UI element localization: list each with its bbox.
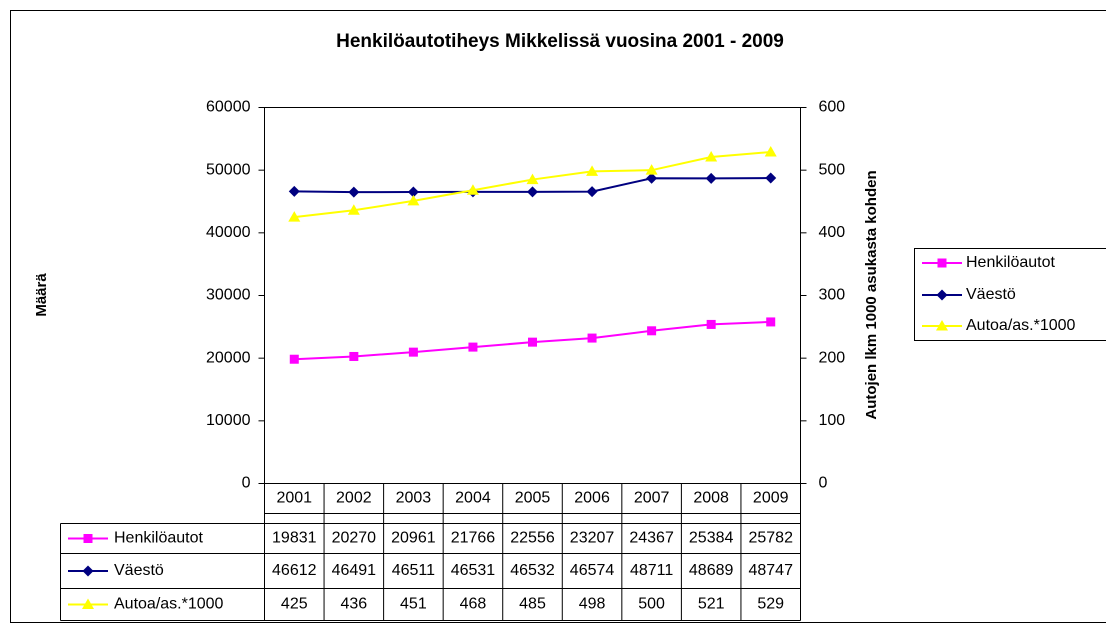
y2-tick-label: 400 xyxy=(819,224,846,241)
x-tick-label: 2005 xyxy=(515,490,551,507)
y2-tick-label: 100 xyxy=(819,412,846,429)
table-cell: 48689 xyxy=(689,562,734,579)
table-key-marker xyxy=(82,598,94,609)
table-cell: 468 xyxy=(460,596,487,613)
data-point xyxy=(289,354,299,364)
data-point xyxy=(647,326,657,336)
table-cell: 19831 xyxy=(272,530,317,547)
table-cell: 46574 xyxy=(570,562,615,579)
data-point xyxy=(764,145,777,157)
table-key-marker xyxy=(82,565,94,577)
y2-tick-label: 300 xyxy=(819,287,846,304)
table-cell: 425 xyxy=(281,596,308,613)
y-tick-label: 50000 xyxy=(206,161,251,178)
legend-label: Väestö xyxy=(966,286,1016,303)
data-point xyxy=(407,194,420,206)
y-tick-label: 60000 xyxy=(206,99,251,116)
table-cell: 46531 xyxy=(451,562,496,579)
y-tick-label: 10000 xyxy=(206,412,251,429)
data-point xyxy=(408,347,418,357)
x-tick-label: 2006 xyxy=(574,490,610,507)
table-cell: 485 xyxy=(519,596,546,613)
table-cell: 25782 xyxy=(748,530,793,547)
y2-tick-label: 500 xyxy=(819,161,846,178)
y2-tick-label: 600 xyxy=(819,99,846,116)
data-point xyxy=(349,351,359,361)
x-tick-label: 2003 xyxy=(396,490,432,507)
data-point xyxy=(586,186,598,198)
data-point xyxy=(407,186,419,198)
data-point xyxy=(526,173,539,185)
legend-marker xyxy=(937,258,947,268)
data-point xyxy=(706,319,716,329)
legend-label: Henkilöautot xyxy=(966,254,1056,271)
table-cell: 48747 xyxy=(748,562,793,579)
x-tick-label: 2001 xyxy=(276,490,312,507)
table-cell: 46532 xyxy=(510,562,555,579)
data-point xyxy=(527,186,538,198)
x-tick-label: 2007 xyxy=(634,490,670,507)
table-cell: 48711 xyxy=(630,562,673,579)
data-point xyxy=(765,172,777,184)
table-row-label: Henkilöautot xyxy=(114,530,204,547)
data-point xyxy=(528,337,537,347)
table-cell: 46612 xyxy=(272,562,317,579)
table-cell: 24367 xyxy=(629,530,674,547)
y-tick-label: 30000 xyxy=(206,287,251,304)
table-cell: 529 xyxy=(757,596,784,613)
data-point xyxy=(288,185,300,197)
data-point xyxy=(766,317,776,327)
legend-marker xyxy=(936,320,948,331)
data-point xyxy=(705,172,717,184)
data-point xyxy=(705,151,718,162)
table-cell: 46511 xyxy=(392,562,435,579)
y2-tick-label: 200 xyxy=(819,349,846,366)
x-tick-label: 2009 xyxy=(753,490,789,507)
data-point xyxy=(348,186,360,198)
table-cell: 25384 xyxy=(689,530,734,547)
y2-tick-label: 0 xyxy=(819,475,828,492)
table-cell: 498 xyxy=(579,596,606,613)
data-point xyxy=(347,204,360,215)
x-tick-label: 2002 xyxy=(336,490,372,507)
y2-axis-title: Autojen lkm 1000 asukasta kohden xyxy=(863,170,880,419)
table-cell: 20270 xyxy=(332,530,377,547)
data-point xyxy=(586,165,599,176)
table-cell: 23207 xyxy=(570,530,615,547)
y-tick-label: 20000 xyxy=(206,349,251,366)
table-cell: 20961 xyxy=(391,530,436,547)
table-cell: 521 xyxy=(698,596,725,613)
data-point xyxy=(645,164,658,175)
table-cell: 46491 xyxy=(332,562,377,579)
data-point xyxy=(646,172,658,184)
table-cell: 500 xyxy=(638,596,665,613)
plot-area xyxy=(264,107,801,484)
table-row-label: Väestö xyxy=(114,562,164,579)
table-cell: 21766 xyxy=(451,530,496,547)
y-tick-label: 0 xyxy=(242,475,251,492)
data-point xyxy=(466,184,479,195)
table-cell: 22556 xyxy=(510,530,555,547)
y-tick-label: 40000 xyxy=(206,224,251,241)
table-cell: 436 xyxy=(340,596,367,613)
table-key-marker xyxy=(83,534,93,543)
x-tick-label: 2004 xyxy=(455,490,491,507)
table-row-label: Autoa/as.*1000 xyxy=(114,596,224,613)
data-point xyxy=(468,342,478,352)
y-axis-title: Määrä xyxy=(33,273,50,317)
legend-marker xyxy=(936,289,948,301)
x-tick-label: 2008 xyxy=(693,490,729,507)
chart-title: Henkilöautotiheys Mikkelissä vuosina 200… xyxy=(336,31,784,52)
legend-label: Autoa/as.*1000 xyxy=(966,317,1076,334)
table-cell: 451 xyxy=(400,596,427,613)
data-point xyxy=(587,333,597,343)
data-point xyxy=(288,211,301,222)
